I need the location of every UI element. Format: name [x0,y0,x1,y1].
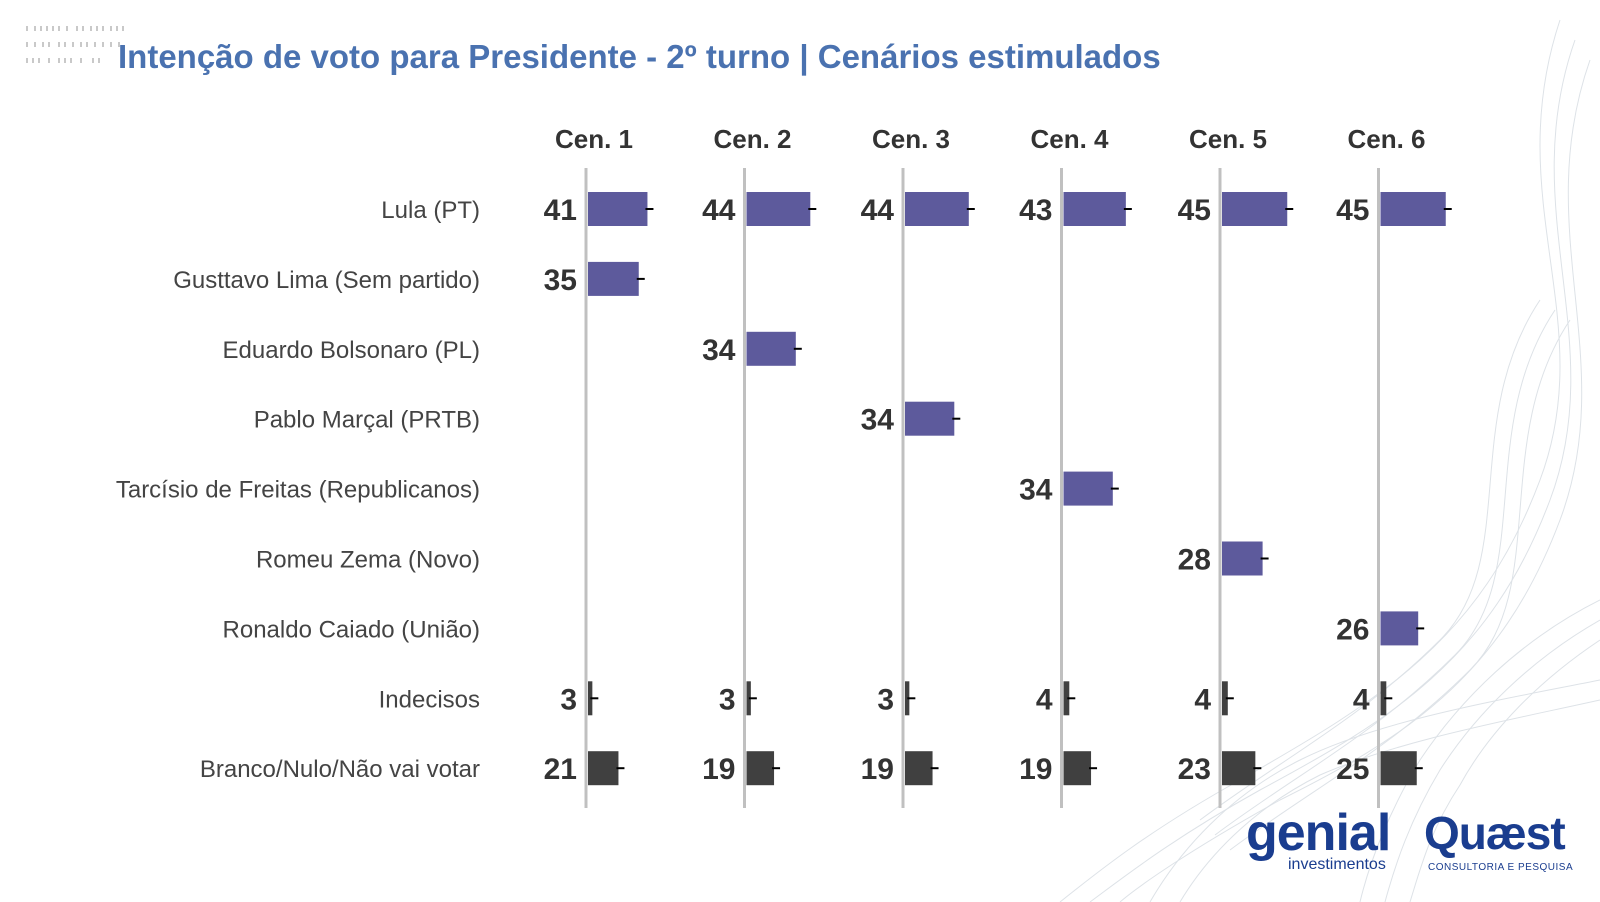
bar [746,751,775,786]
category-label: Eduardo Bolsonaro (PL) [223,337,480,364]
category-label: Romeu Zema (Novo) [256,547,480,574]
bar [905,401,955,436]
bar [588,751,619,786]
category-label: Indecisos [379,686,480,713]
category-label: Ronaldo Caiado (União) [223,616,480,643]
bar [588,192,648,226]
bar [1380,751,1417,786]
bar [1063,471,1113,506]
bar [1222,541,1263,576]
bar [1063,192,1126,226]
value-label: 3 [719,683,736,716]
value-label: 45 [1336,194,1369,227]
bar [588,681,593,716]
bar [905,751,933,786]
genial-logo-text: genial [1246,804,1391,862]
bar [1222,681,1228,716]
value-label: 28 [1178,544,1211,577]
bar [1222,192,1288,226]
value-label: 19 [861,753,894,786]
bar [1380,192,1446,226]
scenario-header: Cen. 3 [872,124,950,154]
scenario-header: Cen. 4 [1030,124,1109,154]
category-label: Lula (PT) [381,197,480,224]
value-label: 44 [702,194,736,227]
value-label: 43 [1019,194,1052,227]
category-label: Branco/Nulo/Não vai votar [200,756,480,783]
bar [905,192,969,226]
value-label: 34 [702,334,736,367]
value-label: 44 [861,194,895,227]
bar [1222,751,1256,786]
value-label: 35 [544,264,577,297]
scenario-header: Cen. 6 [1347,124,1425,154]
category-label: Pablo Marçal (PRTB) [254,407,480,434]
value-label: 4 [1194,683,1211,716]
bar [1380,611,1419,646]
value-label: 26 [1336,613,1369,646]
bar [1380,681,1387,716]
genial-logo-subtext: investimentos [1288,856,1386,873]
decorative-dots [26,26,124,63]
scenario-header: Cen. 2 [713,124,791,154]
quaest-logo: Quæst CONSULTORIA E PESQUISA [1424,807,1573,873]
value-label: 21 [544,753,577,786]
quaest-logo-subtext: CONSULTORIA E PESQUISA [1428,862,1574,873]
quaest-logo-text: Quæst [1424,807,1566,859]
category-label: Tarcísio de Freitas (Republicanos) [116,477,480,504]
value-label: 19 [1019,753,1052,786]
value-label: 23 [1178,753,1211,786]
value-label: 4 [1353,683,1370,716]
value-label: 19 [702,753,735,786]
value-label: 45 [1178,194,1211,227]
bar [1063,751,1092,786]
value-label: 3 [560,683,577,716]
bar [905,681,910,716]
bar [588,261,639,296]
bar [746,681,751,716]
category-label: Gusttavo Lima (Sem partido) [173,267,480,294]
bar [746,331,796,366]
bar [1063,681,1070,716]
value-label: 4 [1036,683,1053,716]
scenario-header: Cen. 5 [1189,124,1267,154]
value-label: 25 [1336,753,1369,786]
genial-logo: genial investimentos [1246,804,1391,873]
bar [746,192,811,226]
chart-title: Intenção de voto para Presidente - 2º tu… [118,38,1161,75]
scenario-header: Cen. 1 [555,124,633,154]
value-label: 34 [861,404,895,437]
value-label: 41 [544,194,577,227]
value-label: 3 [877,683,894,716]
value-label: 34 [1019,474,1053,507]
